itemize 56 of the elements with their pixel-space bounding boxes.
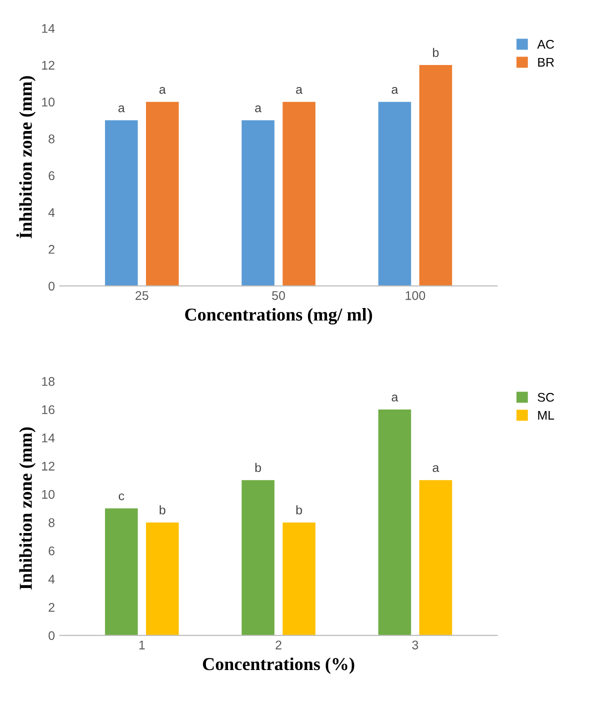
legend-label: AC (537, 40, 554, 49)
data-label: a (118, 105, 125, 112)
x-tick-label: 100 (406, 291, 426, 300)
bar (378, 409, 412, 636)
legend-label: SC (538, 392, 554, 402)
y-tick-label: 14 (42, 24, 55, 33)
y-tick-label: 8 (48, 518, 54, 528)
y-tick-label: 0 (48, 631, 55, 640)
bar (104, 508, 138, 636)
bar (282, 522, 316, 636)
y-tick-label: 14 (42, 434, 55, 442)
x-axis-title: Concentrations (mg/ ml) (185, 308, 372, 325)
bar (242, 480, 274, 636)
data-label: b (296, 505, 302, 514)
y-axis-title: İnhibition zone (mm) (16, 76, 36, 238)
y-tick-label: 10 (42, 98, 55, 107)
x-tick-label: 2 (276, 640, 282, 650)
data-label: c (118, 493, 124, 500)
data-label: a (255, 105, 262, 112)
data-label: b (255, 462, 261, 472)
y-tick-label: 0 (48, 282, 55, 291)
y-tick-label: 12 (42, 462, 54, 470)
x-tick-label: 1 (139, 640, 145, 650)
legend-label: BR (538, 58, 554, 67)
y-tick-label: 10 (42, 490, 55, 499)
y-tick-label: 4 (48, 208, 55, 217)
data-label: a (392, 394, 398, 402)
legend-label: ML (538, 410, 554, 420)
bar (419, 480, 452, 636)
bar (378, 102, 412, 286)
data-label: a (159, 86, 166, 94)
data-label: a (296, 86, 303, 94)
y-tick-label: 2 (48, 602, 54, 612)
data-label: b (433, 48, 439, 58)
x-tick-label: 25 (136, 291, 148, 300)
bar (146, 102, 179, 286)
x-tick-label: 50 (272, 291, 285, 300)
y-tick-label: 2 (48, 244, 54, 254)
bar (146, 522, 179, 636)
bar (242, 120, 274, 286)
y-tick-label: 18 (42, 377, 54, 386)
y-tick-label: 12 (42, 60, 54, 70)
y-tick-label: 8 (48, 134, 54, 144)
y-axis-title: Inhibition zone (mm) (19, 427, 36, 590)
bar (104, 120, 138, 286)
data-label: b (160, 505, 166, 514)
data-label: a (432, 465, 440, 472)
bar (419, 65, 452, 286)
y-tick-label: 6 (48, 546, 54, 556)
bar (282, 102, 316, 286)
data-label: a (392, 86, 398, 94)
x-tick-label: 3 (412, 640, 418, 650)
x-axis-title: Concentrations (%) (202, 657, 354, 674)
y-tick-label: 16 (42, 405, 54, 414)
y-tick-label: 6 (48, 171, 54, 180)
y-tick-label: 4 (48, 574, 55, 584)
